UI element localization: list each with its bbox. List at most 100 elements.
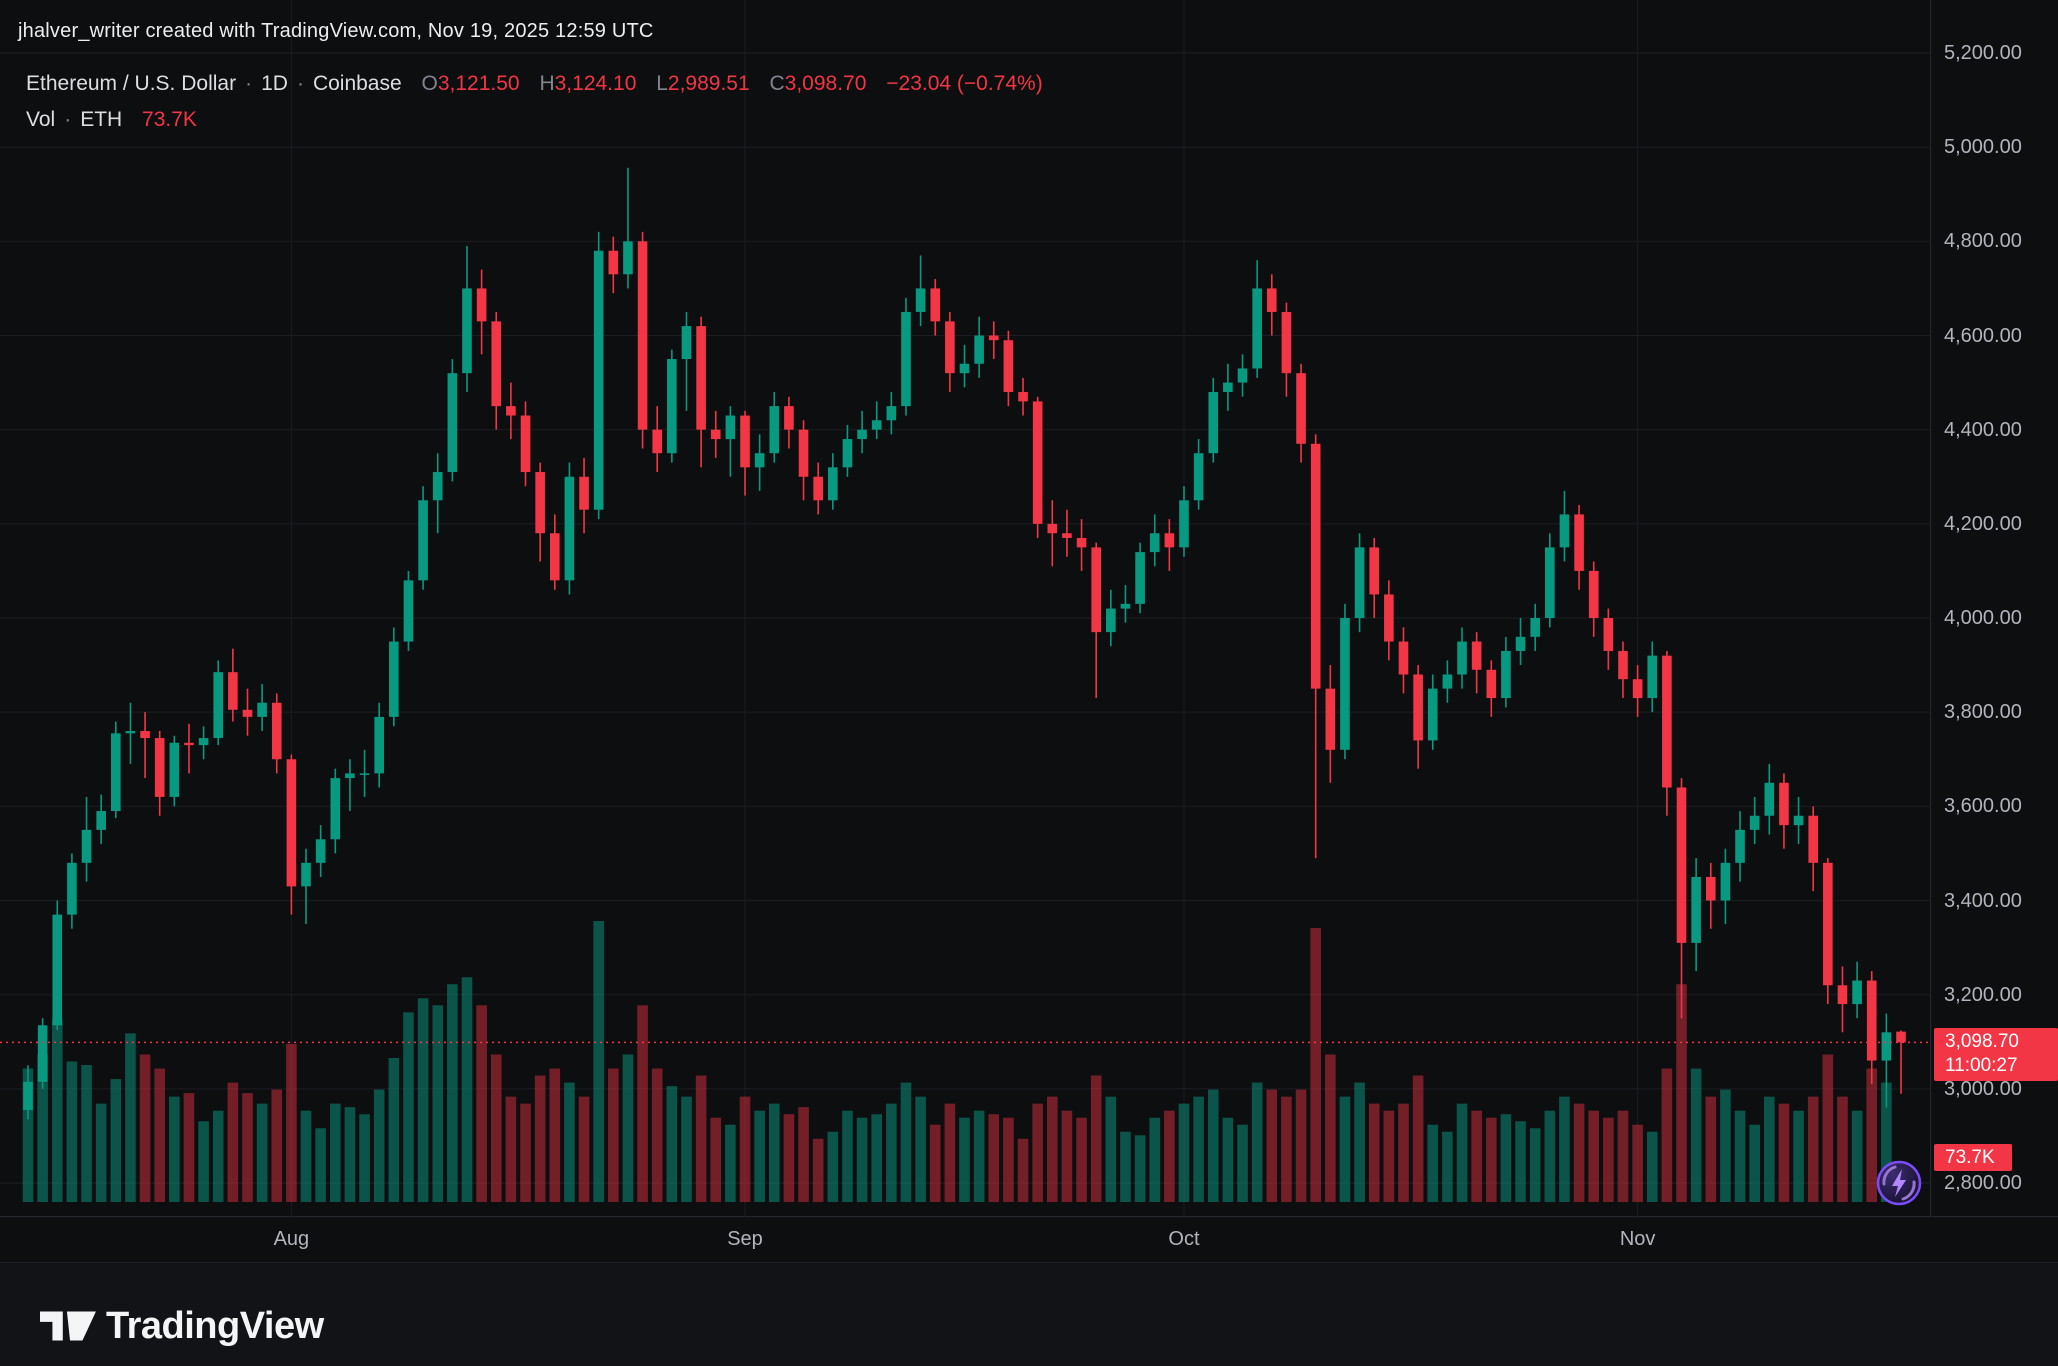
volume-bar	[973, 1110, 985, 1202]
exchange-label[interactable]: Coinbase	[312, 72, 402, 95]
price-axis[interactable]: 5,200.00 5,000.00 4,800.00 4,600.00 4,400.00…	[1932, 0, 2058, 1217]
candle-body	[1135, 552, 1145, 604]
volume-bar	[1427, 1124, 1439, 1202]
separator-dot: ·	[296, 72, 304, 95]
candle-body	[476, 288, 487, 322]
candle-body	[52, 914, 63, 1026]
candle-body	[96, 811, 106, 830]
volume-bar	[286, 1043, 297, 1202]
volume-bar	[886, 1103, 897, 1202]
volume-bar	[417, 998, 429, 1202]
candle-body	[652, 429, 663, 454]
candle-body	[535, 472, 545, 534]
candle-body	[1530, 618, 1540, 637]
volume-bar	[403, 1012, 414, 1202]
candle-body	[1106, 608, 1116, 633]
volume-value: 73.7K	[142, 108, 197, 131]
candle-body	[1457, 641, 1467, 675]
candle-body	[608, 250, 619, 275]
volume-bar	[1178, 1103, 1190, 1202]
price-axis-label: 4,200.00	[1944, 512, 2022, 535]
candle-body	[915, 288, 926, 312]
time-axis-label: Oct	[1168, 1228, 1200, 1250]
candle-body	[1515, 636, 1526, 651]
brand-name[interactable]: TradingView	[106, 1305, 324, 1347]
volume-bar	[139, 1054, 151, 1202]
volume-bar	[1090, 1075, 1102, 1202]
candle-body	[1120, 603, 1131, 609]
volume-bar	[1281, 1096, 1292, 1202]
time-axis-label: Nov	[1619, 1228, 1656, 1250]
volume-bar	[1193, 1096, 1204, 1202]
volume-bar	[1734, 1110, 1746, 1202]
tradingview-logo-icon[interactable]	[40, 1305, 98, 1347]
candle-body	[1793, 815, 1804, 826]
open-value: 3,121.50	[437, 72, 520, 95]
volume-bar	[812, 1138, 824, 1202]
candle-body	[842, 439, 853, 468]
candle-body	[1764, 782, 1775, 816]
candle-body	[1237, 368, 1248, 383]
volume-bar	[1515, 1121, 1526, 1202]
symbol-title[interactable]: Ethereum / U.S. Dollar	[26, 72, 237, 95]
candle-body	[403, 580, 414, 642]
low-label: L	[656, 72, 668, 95]
volume-bar	[1061, 1110, 1073, 1202]
candle-body	[564, 476, 575, 581]
chart-pane[interactable]	[0, 0, 1931, 1217]
volume-bar	[842, 1110, 853, 1202]
candle-body	[389, 641, 399, 717]
candle-body	[1076, 537, 1087, 548]
candle-body	[988, 335, 999, 341]
footer: TradingView	[0, 1262, 2058, 1366]
candle-body	[930, 288, 941, 322]
volume-bar	[1120, 1131, 1131, 1202]
close-value: 3,098.70	[784, 72, 867, 95]
volume-bar	[242, 1093, 253, 1202]
volume-bar	[1559, 1096, 1570, 1202]
volume-bar	[1032, 1103, 1043, 1202]
candle-body	[710, 429, 721, 440]
volume-bar	[447, 984, 458, 1202]
volume-bar	[1705, 1096, 1717, 1202]
candle-body	[1471, 641, 1482, 670]
volume-bar	[1807, 1096, 1819, 1202]
candle-body	[140, 731, 150, 739]
candlestick-chart[interactable]	[0, 0, 1931, 1217]
interval-label[interactable]: 1D	[261, 72, 288, 95]
volume-bar	[81, 1065, 92, 1202]
time-axis[interactable]: Aug Sep Oct Nov	[0, 1218, 2058, 1262]
boost-reaction-icon[interactable]	[1876, 1160, 1922, 1206]
volume-bar	[1383, 1110, 1395, 1202]
candle-body	[1047, 523, 1058, 534]
volume-bar	[1690, 1068, 1702, 1202]
volume-bar	[1310, 928, 1321, 1202]
candle-body	[447, 373, 458, 473]
candle-body	[857, 429, 867, 440]
candle-body	[67, 862, 77, 915]
volume-bar	[827, 1131, 839, 1202]
candle-body	[1720, 862, 1731, 901]
candle-body	[681, 326, 692, 360]
candle-body	[784, 406, 794, 430]
candle-body	[769, 406, 780, 454]
time-axis-label: Sep	[727, 1228, 763, 1250]
volume-bar	[1749, 1124, 1760, 1202]
candle-body	[1779, 782, 1789, 826]
candle-body	[286, 759, 297, 887]
volume-bar	[212, 1110, 224, 1202]
candle-body	[1442, 674, 1453, 689]
candle-body	[1808, 815, 1819, 863]
volume-bar	[1398, 1103, 1409, 1202]
volume-bar	[1412, 1075, 1424, 1202]
volume-bar	[373, 1089, 385, 1202]
candle-body	[418, 500, 428, 581]
candle-body	[1852, 980, 1862, 1005]
volume-bar	[1544, 1110, 1556, 1202]
candle-body	[1603, 618, 1614, 651]
volume-bar	[1720, 1089, 1731, 1202]
candle-body	[1837, 985, 1848, 1005]
high-value: 3,124.10	[554, 72, 637, 95]
volume-bar	[1456, 1103, 1468, 1202]
last-volume-badge: 73.7K	[1934, 1144, 2012, 1172]
